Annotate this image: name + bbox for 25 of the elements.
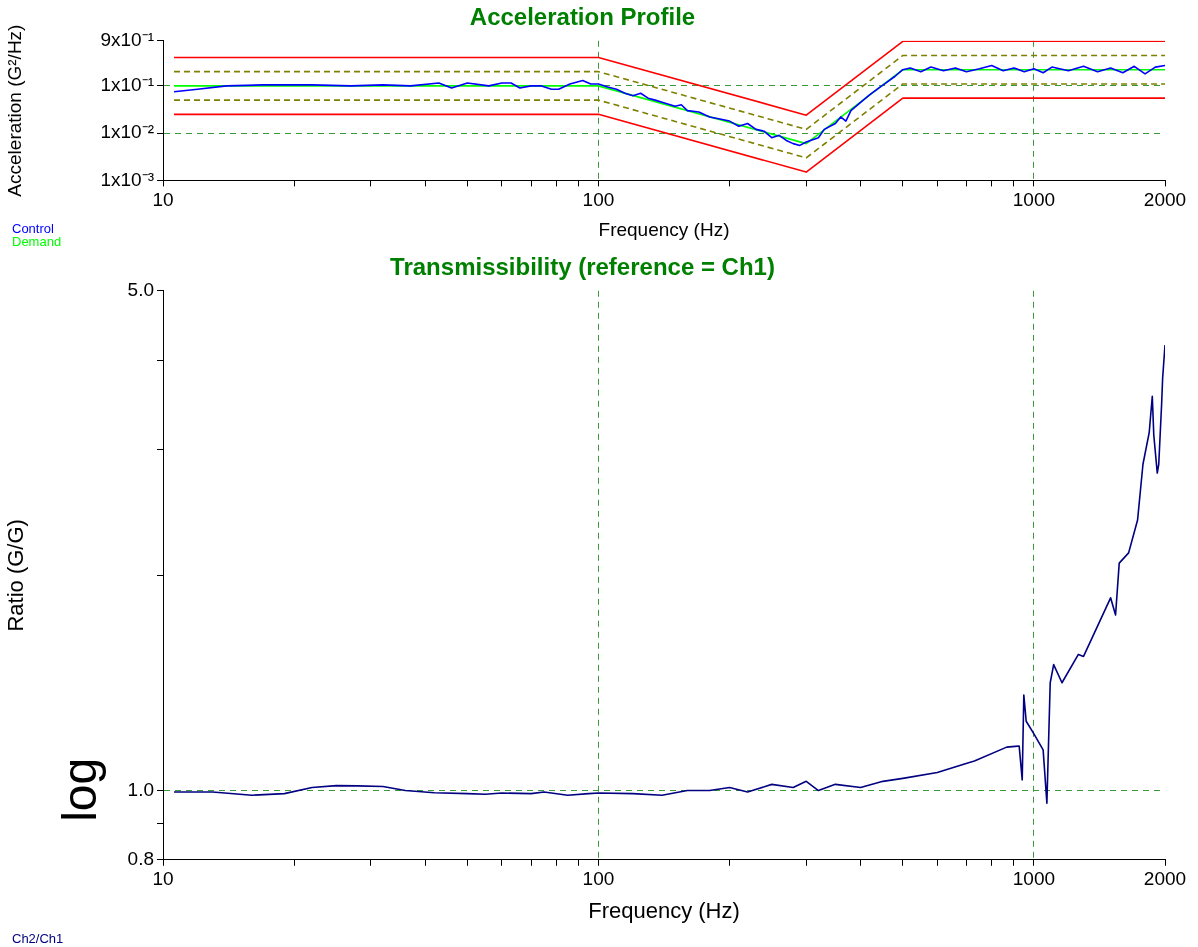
- text: Demand: [12, 234, 62, 249]
- y-tick-label: 1x10⁻³: [100, 168, 154, 190]
- x-tick-label: 1000: [1012, 868, 1056, 890]
- y-axis-title: Ratio (G/G): [3, 519, 29, 632]
- y-tick-label: 5.0: [127, 279, 154, 301]
- x-axis-title: Frequency (Hz): [598, 218, 730, 240]
- text: Ch2/Ch1: [12, 931, 64, 946]
- y-tick-label: 1x10⁻¹: [100, 74, 154, 96]
- x-tick-label: 100: [582, 868, 615, 890]
- text: Control: [12, 221, 55, 236]
- x-tick-label: 10: [152, 868, 174, 890]
- chart-title: Transmissibility (reference = Ch1): [390, 253, 775, 281]
- x-tick-label: 2000: [1143, 868, 1187, 890]
- x-tick-label: 1000: [1012, 189, 1056, 211]
- y-tick-label: 1.0: [127, 778, 154, 800]
- chart-title: Acceleration Profile: [469, 3, 696, 31]
- y-tick-label: 9x10⁻¹: [100, 29, 154, 51]
- y-tick-label: 0.8: [127, 848, 154, 870]
- text: log: [53, 757, 107, 822]
- x-tick-label: 100: [582, 189, 615, 211]
- y-tick-label: 1x10⁻²: [100, 121, 154, 143]
- y-axis-title: Acceleration (G²/Hz): [3, 24, 25, 197]
- x-tick-label: 10: [152, 189, 174, 211]
- x-tick-label: 2000: [1143, 189, 1187, 211]
- x-axis-title: Frequency (Hz): [588, 897, 740, 923]
